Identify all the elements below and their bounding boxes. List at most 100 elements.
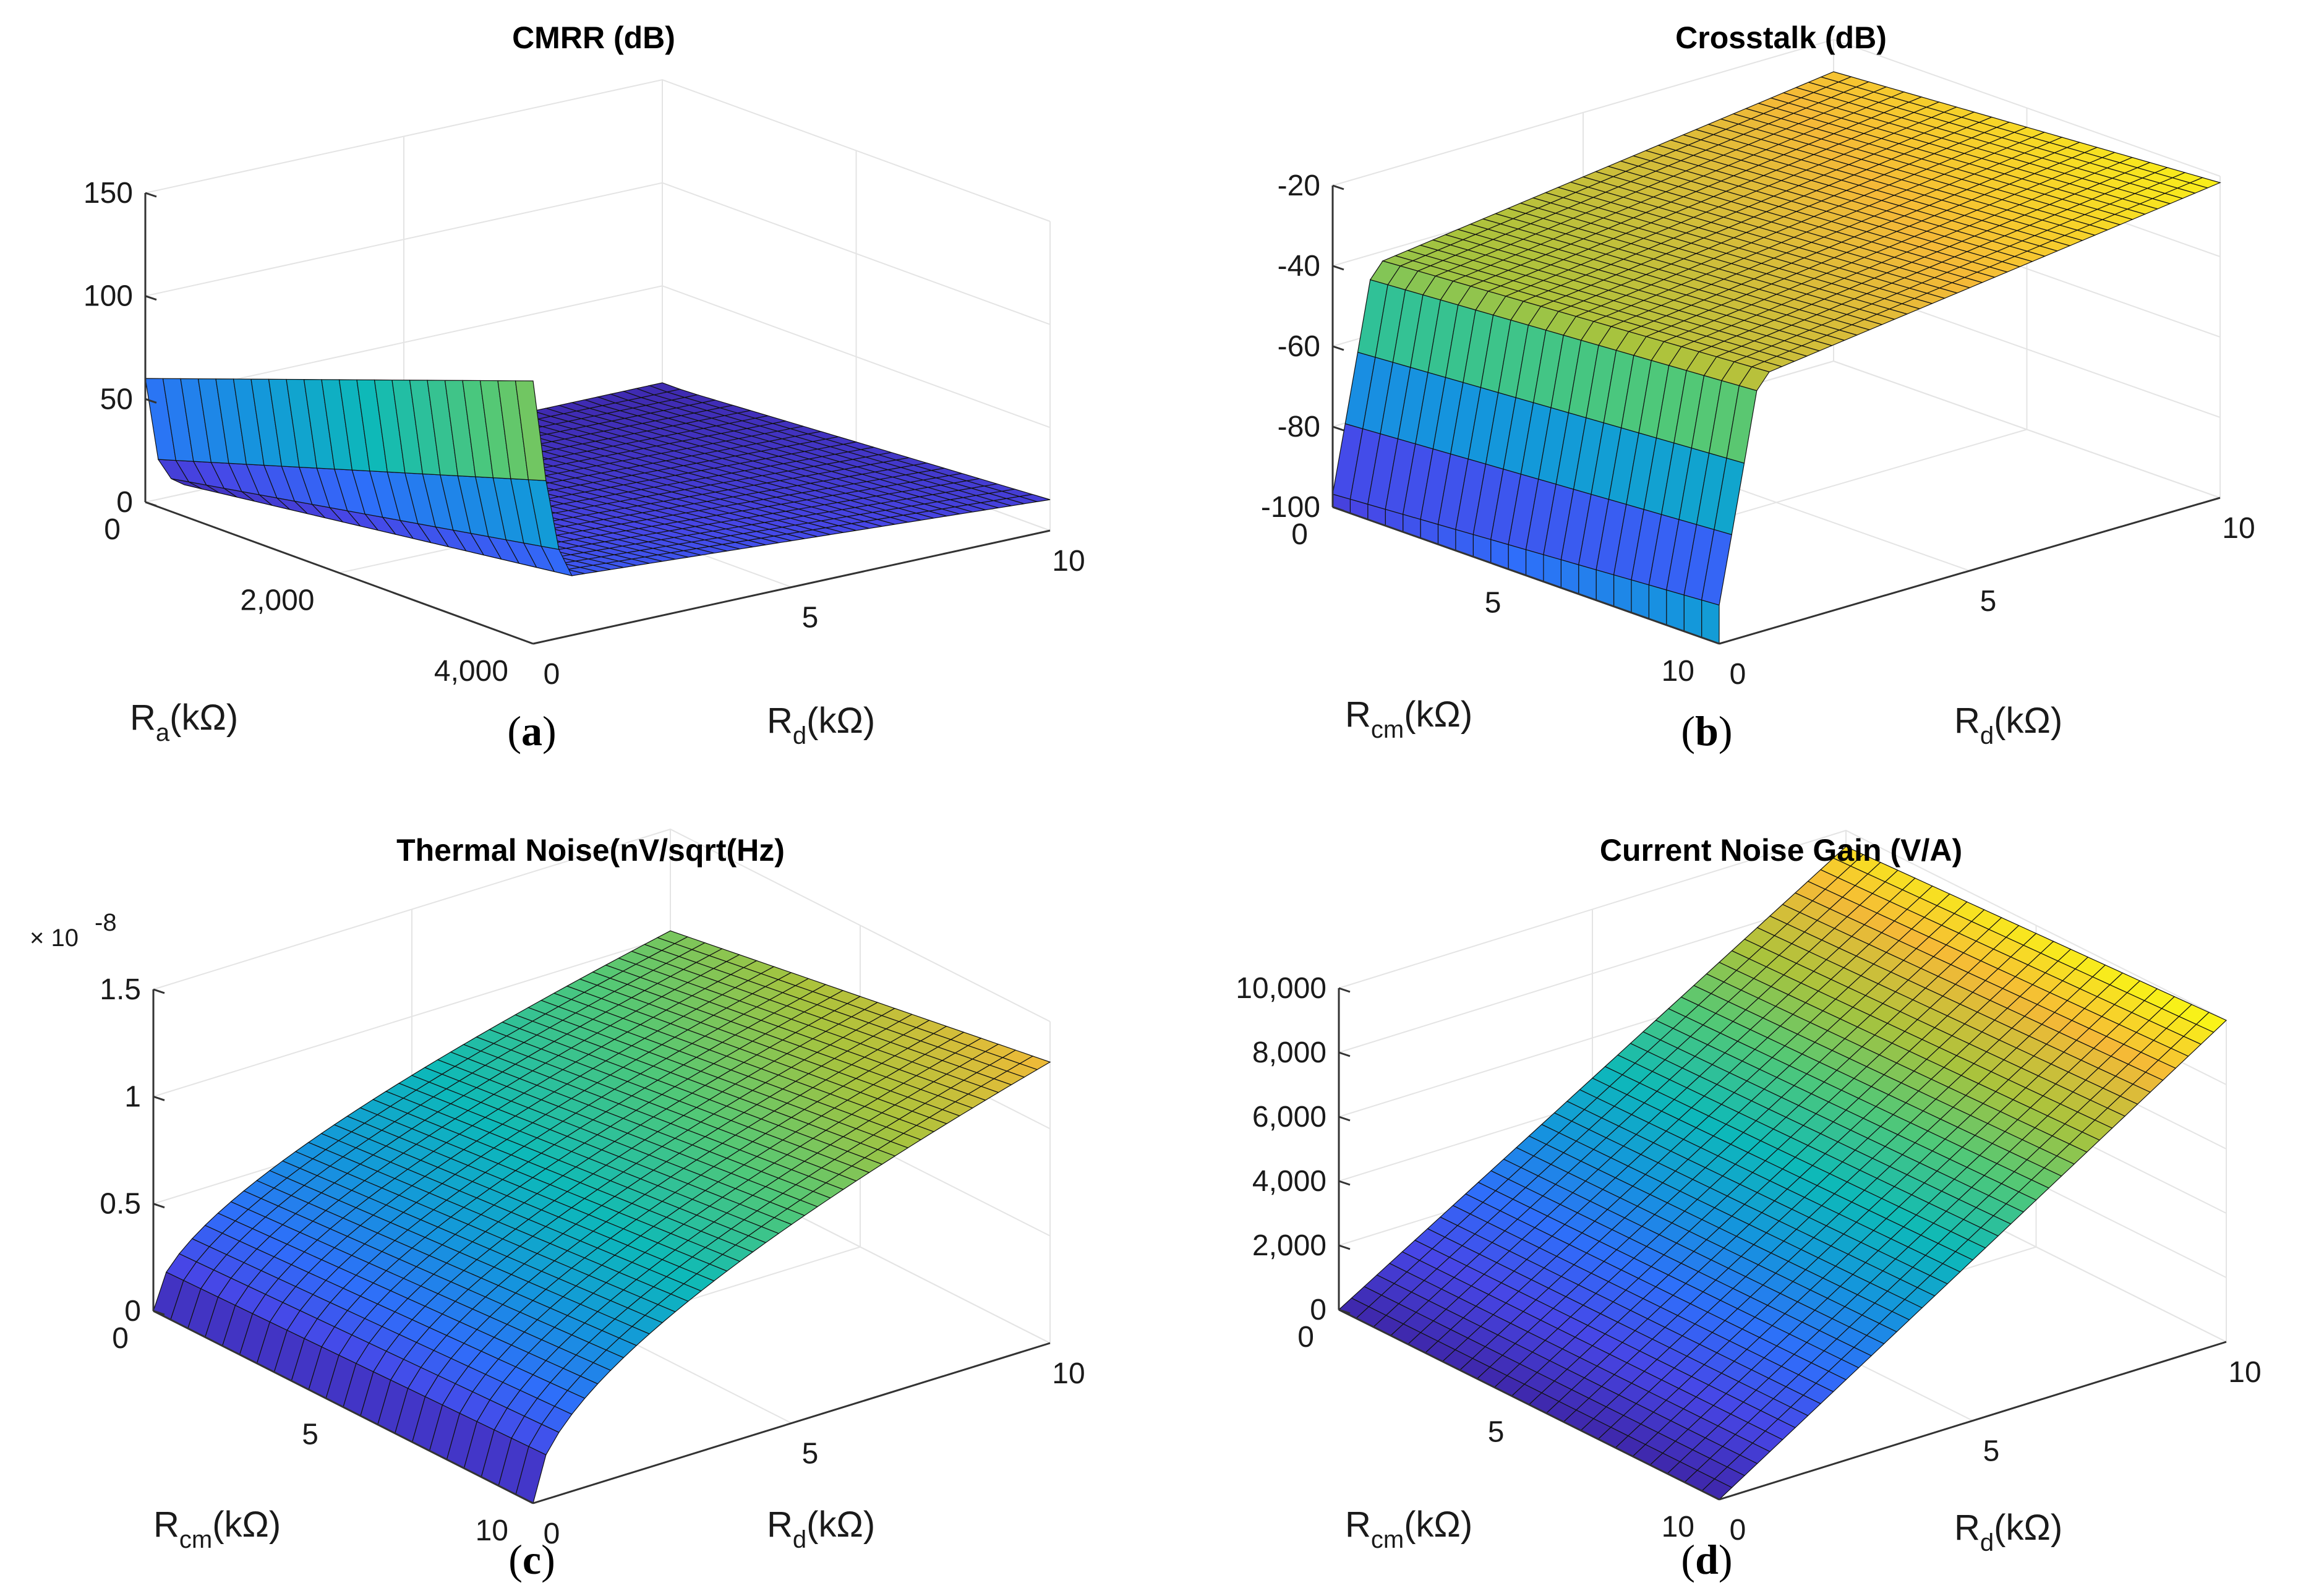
x-tick-label: 10 <box>1662 1511 1694 1543</box>
z-tick-mark <box>1338 987 1351 993</box>
panel-current-noise-gain-v-a-: 0 2,000 4,000 6,000 8,000 10,000 0 5 10 0 5 10 Rcm(k… <box>1236 829 2262 1583</box>
z-tick-label: 0 <box>124 1295 141 1328</box>
z-tick-mark <box>153 988 165 994</box>
x-axis-label: Rcm(kΩ) <box>1345 1504 1472 1553</box>
x-tick-label: 5 <box>1485 587 1502 620</box>
x-tick-label: 0 <box>1297 1321 1314 1354</box>
y-tick-label: 0 <box>544 658 560 691</box>
x-axis-label: Rcm(kΩ) <box>1345 694 1472 743</box>
surface <box>153 930 1051 1504</box>
y-tick-label: 10 <box>2228 1356 2261 1389</box>
panel-thermal-noise-nv-sqrt-hz-: 0 0.5 1 1.5 0 5 10 0 5 10 × 10 -8 Rcm(kΩ) Rd(kΩ) Therm… <box>30 828 1085 1583</box>
panel-cmrr-db-: 0 50 100 150 0 2,000 4,000 0 5 10 Ra(kΩ) Rd(kΩ) CMRR… <box>83 20 1085 754</box>
z-tick-label: -20 <box>1278 169 1320 202</box>
z-tick-label: 1.5 <box>100 973 141 1006</box>
surface-patch <box>1701 599 1720 644</box>
x-axis-label: Rcm(kΩ) <box>153 1504 281 1553</box>
x-tick-label: 4,000 <box>434 655 508 688</box>
z-tick-label: 0 <box>1310 1294 1326 1326</box>
x-tick-label: 5 <box>302 1419 318 1451</box>
panel-caption: (b) <box>1681 707 1732 754</box>
z-tick-mark <box>153 1203 165 1209</box>
x-tick-label: 10 <box>1662 655 1694 688</box>
y-axis-line <box>1719 497 2221 645</box>
surface-patch <box>515 380 547 481</box>
x-tick-label: 0 <box>1291 518 1308 551</box>
x-tick-label: 10 <box>476 1514 508 1547</box>
x-axis-label: Ra(kΩ) <box>130 698 238 746</box>
surface-edge <box>1332 493 1720 644</box>
z-tick-label: 2,000 <box>1252 1229 1326 1262</box>
z-tick-mark <box>153 1310 165 1316</box>
z-scale-multiplier: × 10 <box>30 924 79 952</box>
y-tick-label: 10 <box>2222 512 2255 545</box>
x-tick-label: 0 <box>112 1322 129 1355</box>
chart-title: Current Noise Gain (V/A) <box>1600 833 1962 868</box>
x-axis-line <box>145 501 534 645</box>
y-tick-label: 10 <box>1052 1357 1085 1390</box>
grid-line <box>145 79 1051 222</box>
z-tick-label: 1 <box>124 1080 141 1113</box>
z-tick-label: 0.5 <box>100 1188 141 1221</box>
y-tick-label: 10 <box>1052 545 1085 578</box>
z-tick-mark <box>1338 1244 1351 1250</box>
z-tick-label: 150 <box>83 177 133 210</box>
z-tick-label: -80 <box>1278 411 1320 443</box>
y-tick-label: 5 <box>802 1438 819 1470</box>
z-tick-mark <box>1338 1116 1351 1122</box>
y-axis-label: Rd(kΩ) <box>767 1504 875 1553</box>
z-tick-label: -40 <box>1278 250 1320 283</box>
z-tick-label: 4,000 <box>1252 1165 1326 1198</box>
z-tick-mark <box>1338 1308 1351 1315</box>
axes: 0 50 100 150 0 2,000 4,000 0 5 10 <box>83 177 1085 691</box>
z-tick-label: -100 <box>1261 491 1320 524</box>
z-tick-mark <box>1338 1051 1351 1057</box>
surface <box>145 378 1051 576</box>
y-axis-label: Rd(kΩ) <box>1954 701 2062 749</box>
grid-line <box>1833 361 2221 498</box>
surface <box>1338 846 2228 1500</box>
y-tick-label: 0 <box>1730 658 1746 691</box>
z-tick-label: 0 <box>116 486 133 519</box>
surface <box>1332 71 2221 606</box>
z-tick-mark <box>1332 345 1344 351</box>
z-tick-mark <box>1332 506 1344 512</box>
z-tick-mark <box>1338 1180 1351 1186</box>
y-tick-label: 0 <box>1730 1514 1746 1547</box>
z-tick-label: 50 <box>100 383 133 416</box>
axes: 0 2,000 4,000 6,000 8,000 10,000 0 5 10 0 5 10 <box>1236 972 2262 1547</box>
y-tick-label: 5 <box>1980 585 1997 618</box>
y-axis-line <box>532 1342 1051 1504</box>
x-axis-line <box>1338 1308 1720 1501</box>
chart-title: Crosstalk (dB) <box>1675 20 1887 55</box>
axes: -100 -80 -60 -40 -20 0 5 10 0 5 10 <box>1261 169 2255 691</box>
y-axis-label: Rd(kΩ) <box>1954 1508 2062 1556</box>
x-axis-line <box>1332 506 1720 645</box>
panel-caption: (a) <box>507 707 556 754</box>
x-tick-label: 2,000 <box>240 584 314 617</box>
chart-title: CMRR (dB) <box>512 20 675 55</box>
z-tick-mark <box>145 501 157 507</box>
z-tick-mark <box>145 398 157 404</box>
y-axis-label: Rd(kΩ) <box>767 701 875 749</box>
surface-patch <box>1683 594 1702 638</box>
z-tick-mark <box>1332 425 1344 432</box>
x-tick-label: 5 <box>1488 1416 1505 1449</box>
y-tick-label: 5 <box>802 602 819 634</box>
panel-caption: (d) <box>1681 1536 1732 1583</box>
panel-crosstalk-db-: -100 -80 -60 -40 -20 0 5 10 0 5 10 Rcm(kΩ) Rd(kΩ) Cro… <box>1261 20 2255 754</box>
surface-patch <box>1472 534 1492 564</box>
chart-title: Thermal Noise(nV/sqrt(Hz) <box>396 833 785 868</box>
z-tick-mark <box>153 1095 165 1101</box>
y-tick-label: 0 <box>544 1517 560 1550</box>
z-tick-mark <box>1332 184 1344 190</box>
axes: 0 0.5 1 1.5 0 5 10 0 5 10 × 10 -8 <box>30 909 1085 1550</box>
x-tick-label: 0 <box>104 513 121 546</box>
z-tick-label: -60 <box>1278 330 1320 363</box>
z-tick-mark <box>145 295 157 301</box>
y-tick-label: 5 <box>1983 1435 2000 1468</box>
z-tick-label: 100 <box>83 280 133 313</box>
panel-caption: (c) <box>508 1536 555 1583</box>
z-tick-mark <box>145 192 157 198</box>
z-tick-label: 8,000 <box>1252 1036 1326 1069</box>
